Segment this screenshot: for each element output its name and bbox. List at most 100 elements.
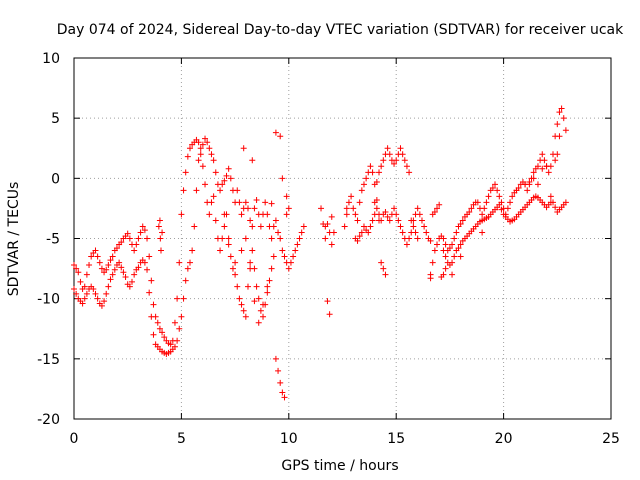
data-point bbox=[103, 266, 110, 273]
data-point bbox=[376, 217, 383, 224]
chart-title: Day 074 of 2024, Sidereal Day-to-day VTE… bbox=[57, 22, 624, 38]
data-point bbox=[279, 389, 286, 396]
data-point bbox=[249, 223, 256, 230]
data-point bbox=[449, 271, 456, 278]
data-point bbox=[354, 217, 361, 224]
data-point bbox=[348, 193, 355, 200]
data-point bbox=[350, 205, 357, 212]
data-point bbox=[71, 286, 77, 293]
data-point bbox=[408, 229, 415, 236]
data-point bbox=[236, 199, 243, 206]
data-point bbox=[247, 217, 254, 224]
data-point bbox=[421, 223, 428, 230]
data-point bbox=[157, 235, 164, 242]
data-point bbox=[240, 145, 247, 152]
data-point bbox=[440, 271, 447, 278]
data-point bbox=[292, 247, 299, 254]
data-point bbox=[94, 295, 101, 302]
data-point bbox=[479, 211, 486, 218]
data-point bbox=[208, 199, 215, 206]
data-point bbox=[479, 229, 486, 236]
data-point bbox=[380, 157, 387, 164]
data-point bbox=[101, 298, 108, 305]
data-point bbox=[174, 337, 181, 344]
data-point bbox=[410, 217, 417, 224]
data-point bbox=[141, 259, 148, 266]
data-point bbox=[395, 217, 402, 224]
data-point bbox=[442, 265, 449, 272]
data-point bbox=[146, 253, 153, 260]
data-point bbox=[137, 229, 144, 236]
data-point bbox=[191, 223, 198, 230]
data-point bbox=[384, 213, 391, 220]
data-point bbox=[440, 235, 447, 242]
data-point bbox=[406, 235, 413, 242]
data-point bbox=[217, 187, 224, 194]
data-point bbox=[272, 355, 279, 362]
data-point bbox=[167, 341, 174, 348]
data-point bbox=[298, 229, 305, 236]
data-point bbox=[268, 265, 275, 272]
data-point bbox=[161, 334, 168, 341]
data-point bbox=[496, 201, 503, 208]
data-point bbox=[556, 133, 563, 140]
data-point bbox=[367, 223, 374, 230]
data-point bbox=[178, 211, 185, 218]
data-point bbox=[266, 277, 273, 284]
data-point bbox=[328, 241, 335, 248]
data-point bbox=[281, 253, 288, 260]
y-tick-label: -5 bbox=[46, 232, 60, 248]
data-point bbox=[403, 163, 410, 170]
data-point bbox=[229, 265, 236, 272]
data-point bbox=[197, 151, 204, 158]
data-point bbox=[92, 247, 99, 254]
data-point bbox=[238, 247, 245, 254]
data-point bbox=[534, 163, 541, 170]
data-point bbox=[277, 133, 284, 140]
data-point bbox=[492, 181, 499, 188]
data-point bbox=[530, 175, 537, 182]
data-point bbox=[554, 121, 561, 128]
data-point bbox=[285, 205, 292, 212]
data-point bbox=[386, 217, 393, 224]
data-point bbox=[202, 181, 209, 188]
data-point bbox=[219, 235, 226, 242]
data-point bbox=[225, 165, 232, 172]
data-point bbox=[453, 229, 460, 236]
data-point bbox=[124, 230, 131, 237]
data-point bbox=[397, 223, 404, 230]
data-point bbox=[360, 181, 367, 188]
data-point bbox=[247, 259, 254, 266]
data-point bbox=[373, 205, 380, 212]
data-point bbox=[446, 245, 453, 252]
data-point bbox=[391, 205, 398, 212]
data-point bbox=[545, 169, 552, 176]
data-point bbox=[247, 265, 254, 272]
data-point bbox=[159, 229, 166, 236]
data-point bbox=[182, 169, 189, 176]
data-point bbox=[105, 261, 112, 268]
data-point bbox=[212, 169, 219, 176]
data-point bbox=[285, 265, 292, 272]
data-point bbox=[186, 145, 193, 152]
data-point bbox=[238, 301, 245, 308]
data-point bbox=[180, 187, 187, 194]
data-point bbox=[434, 241, 441, 248]
data-point bbox=[244, 283, 251, 290]
y-tick-label: -10 bbox=[37, 292, 60, 308]
data-point bbox=[251, 205, 258, 212]
data-point bbox=[275, 229, 282, 236]
data-point bbox=[326, 311, 333, 318]
data-point bbox=[225, 235, 232, 242]
data-point bbox=[240, 307, 247, 314]
data-point bbox=[221, 223, 228, 230]
data-point bbox=[410, 223, 417, 230]
data-point bbox=[268, 200, 275, 207]
data-point bbox=[159, 329, 166, 336]
x-tick-label: 20 bbox=[495, 431, 513, 447]
data-point bbox=[562, 199, 569, 206]
data-point bbox=[513, 187, 520, 194]
data-point bbox=[79, 300, 86, 307]
data-point bbox=[199, 141, 206, 148]
data-point bbox=[414, 235, 421, 242]
